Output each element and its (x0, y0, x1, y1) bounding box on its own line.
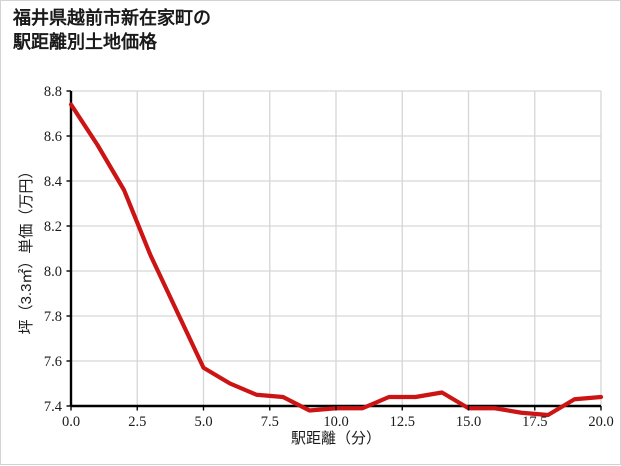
y-tick-label: 8.8 (44, 84, 62, 100)
y-tick-label: 7.4 (44, 399, 63, 415)
y-tick-label: 7.6 (44, 354, 62, 370)
chart-title: 福井県越前市新在家町の 駅距離別土地価格 (13, 7, 573, 55)
x-axis-title: 駅距離（分） (291, 429, 381, 447)
x-tick-label: 7.5 (261, 414, 279, 430)
y-tick-labels: 7.4 7.6 7.8 8.0 8.2 8.4 8.6 8.8 (44, 84, 63, 415)
y-tick-label: 8.0 (44, 264, 62, 280)
x-tick-label: 2.5 (128, 414, 146, 430)
y-axis-title: 坪（3.3㎡）単価（万円） (18, 164, 35, 335)
x-tick-label: 12.5 (390, 414, 415, 430)
x-tick-marks (70, 406, 602, 411)
x-tick-label: 0.0 (62, 414, 80, 430)
x-tick-label: 10.0 (323, 414, 348, 430)
x-tick-label: 17.5 (522, 414, 547, 430)
x-tick-label: 15.0 (456, 414, 481, 430)
x-tick-label: 5.0 (194, 414, 212, 430)
y-tick-label: 8.2 (44, 219, 62, 235)
y-tick-marks (66, 90, 71, 407)
x-tick-label: 20.0 (588, 414, 613, 430)
chart-title-text: 福井県越前市新在家町の 駅距離別土地価格 (13, 8, 211, 52)
x-tick-labels: 0.0 2.5 5.0 7.5 10.0 12.5 15.0 17.5 20.0 (62, 414, 614, 430)
gridlines-group (70, 90, 602, 407)
y-tick-label: 8.6 (44, 129, 62, 145)
y-tick-label: 8.4 (44, 174, 63, 190)
y-tick-label: 7.8 (44, 309, 62, 325)
